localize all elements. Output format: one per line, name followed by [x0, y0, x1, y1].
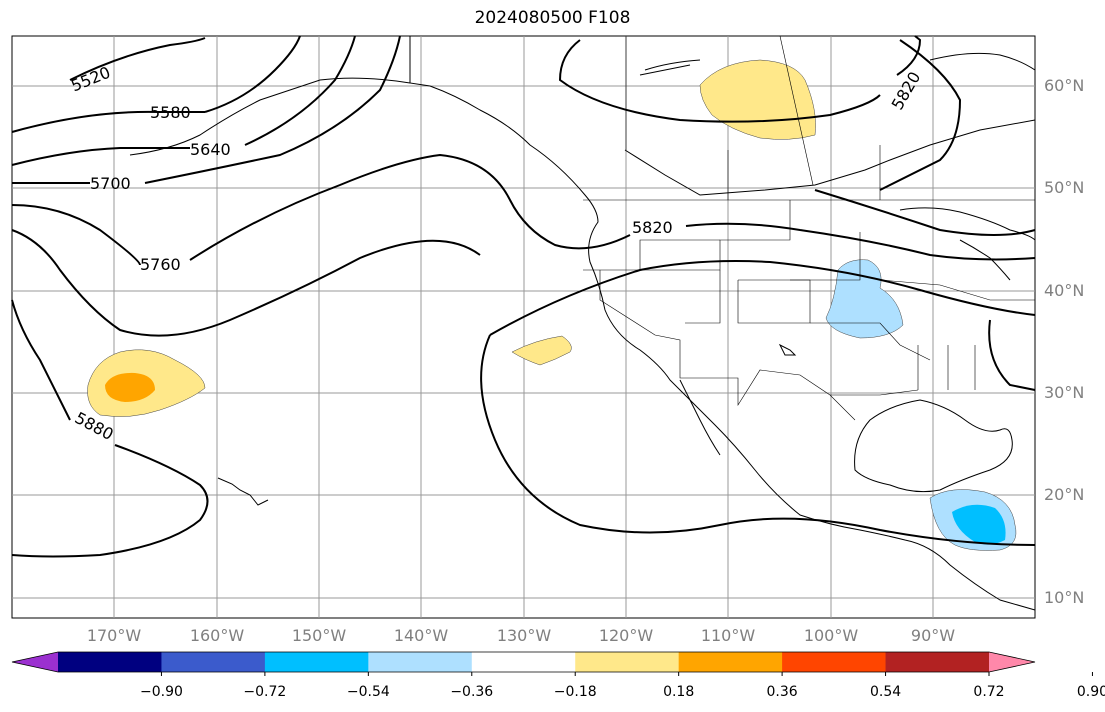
colorbar-extend-low [12, 652, 58, 672]
lon-label: 120°W [598, 626, 654, 645]
colorbar-tick-label: −0.90 [139, 684, 183, 700]
colorbar-swatch [161, 652, 266, 672]
political-borders [583, 35, 1035, 421]
positive-anomaly-core [105, 372, 155, 402]
colorbar-tick-label: −0.54 [346, 684, 390, 700]
lon-label: 170°W [86, 626, 142, 645]
lat-label: 40°N [1044, 281, 1085, 300]
colorbar-extend-high [989, 652, 1035, 672]
negative-anomaly-core [952, 504, 1006, 545]
coastlines [129, 36, 1036, 611]
lat-label: 10°N [1044, 588, 1085, 607]
lon-label: 130°W [496, 626, 552, 645]
colorbar-swatch [471, 652, 576, 672]
shaded-anomalies [87, 59, 1017, 551]
lat-label: 50°N [1044, 178, 1085, 197]
contour-label: 5700 [90, 174, 131, 193]
colorbar-tick-label: 0.72 [973, 684, 1005, 700]
negative-anomaly-patch [825, 259, 904, 339]
colorbar-tick-label: 0.54 [869, 684, 902, 700]
colorbar-swatch [885, 652, 990, 672]
positive-anomaly-patch [511, 335, 572, 366]
colorbar-tick-label: −0.72 [243, 684, 287, 700]
height-contours [11, 35, 1036, 558]
colorbar-swatch [575, 652, 680, 672]
colorbar [11, 651, 1093, 676]
lon-label: 90°W [910, 626, 956, 645]
lon-label: 160°W [189, 626, 245, 645]
colorbar-swatch [782, 652, 887, 672]
colorbar-swatch [58, 652, 162, 672]
colorbar-tick-label: 0.18 [663, 684, 695, 700]
contour-label: 5760 [140, 255, 181, 274]
lon-label: 110°W [700, 626, 756, 645]
contour-label: 5580 [150, 103, 191, 122]
lat-label: 20°N [1044, 485, 1085, 504]
lat-label: 60°N [1044, 76, 1085, 95]
colorbar-swatch [678, 652, 783, 672]
colorbar-swatch [368, 652, 473, 672]
lon-label: 100°W [803, 626, 859, 645]
contour-label: 5640 [190, 140, 231, 159]
colorbar-outline [11, 651, 1036, 673]
lon-label: 140°W [393, 626, 449, 645]
colorbar-tick-label: 0.90 [1076, 684, 1105, 700]
map-title: 2024080500 F108 [474, 8, 631, 28]
lon-label: 150°W [291, 626, 347, 645]
lat-label: 30°N [1044, 383, 1085, 402]
colorbar-tick-label: −0.18 [553, 684, 597, 700]
contour-label: 5820 [632, 218, 673, 237]
colorbar-swatch [264, 652, 369, 672]
colorbar-tick-label: −0.36 [450, 684, 494, 700]
colorbar-tick-label: 0.36 [766, 684, 798, 700]
